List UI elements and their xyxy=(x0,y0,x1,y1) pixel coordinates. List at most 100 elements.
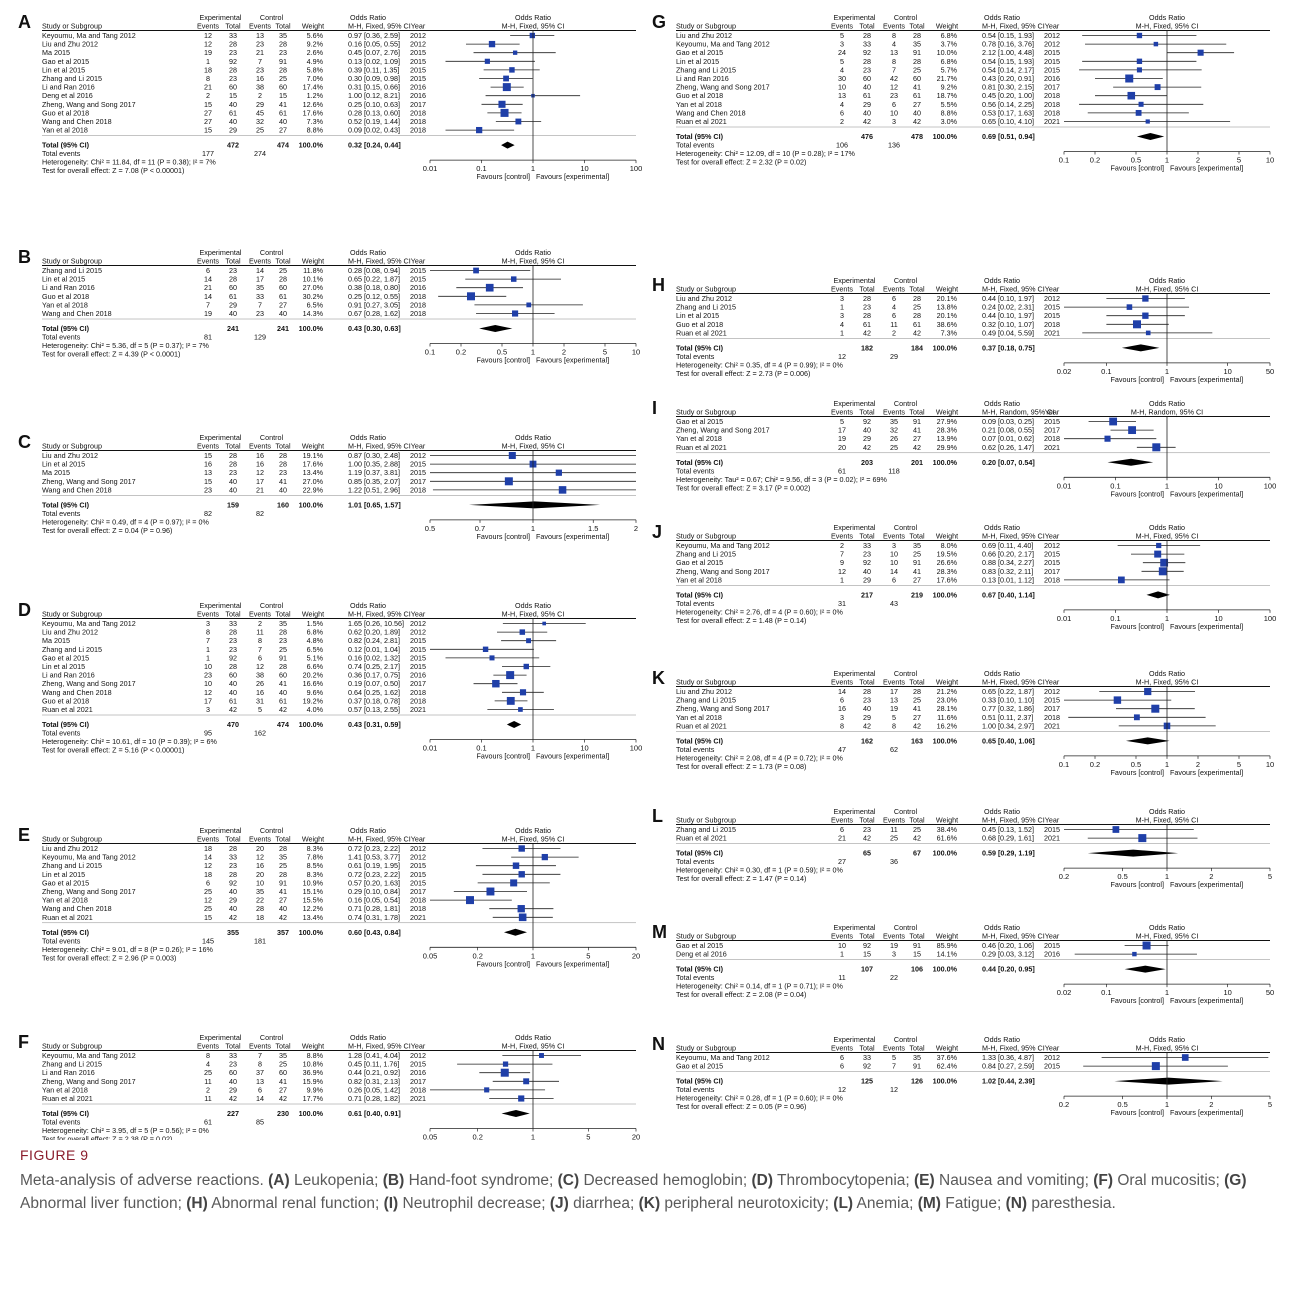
study-marker xyxy=(1181,1054,1189,1061)
header-total: Total xyxy=(909,678,925,687)
study-name: Yan et al 2018 xyxy=(42,300,88,309)
study-estimate: 0.74 [0.25, 2.17] xyxy=(348,662,400,671)
study-weight: 27.0% xyxy=(303,477,324,486)
study-name: Zheng, Wang and Song 2017 xyxy=(42,477,136,486)
forest-plot-svg: G Experimental Control Odds Ratio Odds Ratio… xyxy=(652,12,1274,173)
study-year: 2015 xyxy=(410,870,426,879)
exp-total: 42 xyxy=(863,721,871,730)
x-tick-label: 100 xyxy=(630,164,643,173)
study-marker xyxy=(473,267,479,274)
ctrl-total: 41 xyxy=(279,679,287,688)
total-label: Total (95% CI) xyxy=(676,590,724,599)
study-year: 2015 xyxy=(410,468,426,477)
study-name: Zhang and Li 2015 xyxy=(676,696,736,705)
exp-events: 1 xyxy=(840,575,844,584)
exp-total: 33 xyxy=(863,541,871,550)
forest-plot-h: H Experimental Control Odds Ratio Odds Ratio… xyxy=(652,275,1280,398)
caption-item-letter: (M) xyxy=(913,1195,941,1212)
ctrl-total: 28 xyxy=(913,687,921,696)
header-control: Control xyxy=(894,669,918,678)
study-year: 2017 xyxy=(410,477,426,486)
header-year: Year xyxy=(411,1042,426,1051)
ctrl-events: 2 xyxy=(258,619,262,628)
study-weight: 26.6% xyxy=(937,558,958,567)
caption-item-letter: (B) xyxy=(378,1172,405,1189)
header-year: Year xyxy=(1045,22,1060,31)
exp-total: 23 xyxy=(229,645,237,654)
study-estimate: 0.38 [0.18, 0.80] xyxy=(348,283,400,292)
exp-total: 42 xyxy=(229,1094,237,1103)
study-weight: 10.9% xyxy=(303,878,324,887)
study-name: Li and Ran 2016 xyxy=(42,671,95,680)
favours-control: Favours [control] xyxy=(1110,164,1164,173)
x-tick-label: 50 xyxy=(1266,988,1274,997)
study-name: Keyoumu, Ma and Tang 2012 xyxy=(676,1053,770,1062)
ctrl-events: 35 xyxy=(256,283,264,292)
study-name: Liu and Zhu 2012 xyxy=(42,451,98,460)
header-total: Total xyxy=(275,442,291,451)
study-marker xyxy=(1133,714,1140,721)
study-weight: 7.0% xyxy=(307,74,324,83)
header-total: Total xyxy=(859,1044,875,1053)
total-estimate: 0.65 [0.40, 1.06] xyxy=(982,736,1035,745)
favours-experimental: Favours [experimental] xyxy=(1170,622,1243,631)
study-marker xyxy=(1109,417,1118,426)
study-weight: 27.9% xyxy=(937,417,958,426)
x-tick-label: 0.1 xyxy=(1110,481,1120,490)
study-weight: 7.8% xyxy=(307,853,324,862)
x-tick-label: 1 xyxy=(1165,156,1169,165)
exp-total: 40 xyxy=(863,567,871,576)
exp-total: 28 xyxy=(229,844,237,853)
favours-control: Favours [control] xyxy=(1110,375,1164,384)
favours-experimental: Favours [experimental] xyxy=(536,532,609,541)
x-tick-label: 2 xyxy=(1196,760,1200,769)
exp-events: 15 xyxy=(204,451,212,460)
header-method: M-H, Fixed, 95% CI xyxy=(982,1044,1045,1053)
ctrl-total: 25 xyxy=(913,550,921,559)
header-total: Total xyxy=(225,22,241,31)
exp-total: 92 xyxy=(863,417,871,426)
total-events-exp: 61 xyxy=(838,466,846,475)
header-events: Events xyxy=(831,678,853,687)
study-weight: 10.8% xyxy=(303,1060,324,1069)
study-year: 2015 xyxy=(410,74,426,83)
total-events-label: Total events xyxy=(42,729,81,738)
exp-total: 28 xyxy=(863,31,871,40)
header-weight: Weight xyxy=(936,678,958,687)
pooled-diamond xyxy=(1121,344,1160,352)
study-name: Yan et al 2018 xyxy=(42,126,88,135)
header-method-plot: M-H, Fixed, 95% CI xyxy=(502,1042,565,1051)
forest-plot-j: J Experimental Control Odds Ratio Odds Ratio… xyxy=(652,522,1280,659)
study-weight: 28.3% xyxy=(937,426,958,435)
study-marker xyxy=(466,292,475,301)
caption-item-text: Hand-foot syndrome; xyxy=(404,1172,554,1189)
heterogeneity: Heterogeneity: Chi² = 9.01, df = 8 (P = … xyxy=(42,945,213,954)
favours-experimental: Favours [experimental] xyxy=(1170,880,1243,889)
ctrl-total: 28 xyxy=(913,311,921,320)
exp-events: 25 xyxy=(204,887,212,896)
exp-total: 60 xyxy=(229,671,237,680)
exp-total: 40 xyxy=(229,485,237,494)
exp-events: 5 xyxy=(840,31,844,40)
study-estimate: 0.39 [0.11, 1.35] xyxy=(348,65,399,74)
x-tick-label: 0.2 xyxy=(456,348,466,357)
study-estimate: 0.13 [0.02, 1.09] xyxy=(348,57,400,66)
exp-events: 14 xyxy=(204,853,212,862)
study-estimate: 0.97 [0.36, 2.59] xyxy=(348,31,400,40)
overall-effect: Test for overall effect: Z = 1.48 (P = 0… xyxy=(676,616,806,625)
ctrl-events: 32 xyxy=(256,117,264,126)
study-year: 2012 xyxy=(410,451,426,460)
study-weight: 4.8% xyxy=(307,636,324,645)
total-label: Total (95% CI) xyxy=(676,736,724,745)
total-events-label: Total events xyxy=(42,149,81,158)
study-weight: 11.6% xyxy=(937,713,957,722)
study-estimate: 0.51 [0.11, 2.37] xyxy=(982,713,1033,722)
study-name: Wang and Chen 2018 xyxy=(42,309,112,318)
total-events-label: Total events xyxy=(676,857,715,866)
ctrl-events: 13 xyxy=(256,31,264,40)
study-estimate: 0.57 [0.20, 1.63] xyxy=(348,878,400,887)
exp-events: 14 xyxy=(204,292,212,301)
header-odds-ratio-plot: Odds Ratio xyxy=(515,826,551,835)
overall-effect: Test for overall effect: Z = 4.39 (P < 0… xyxy=(42,350,180,359)
study-name: Li and Ran 2016 xyxy=(42,83,95,92)
